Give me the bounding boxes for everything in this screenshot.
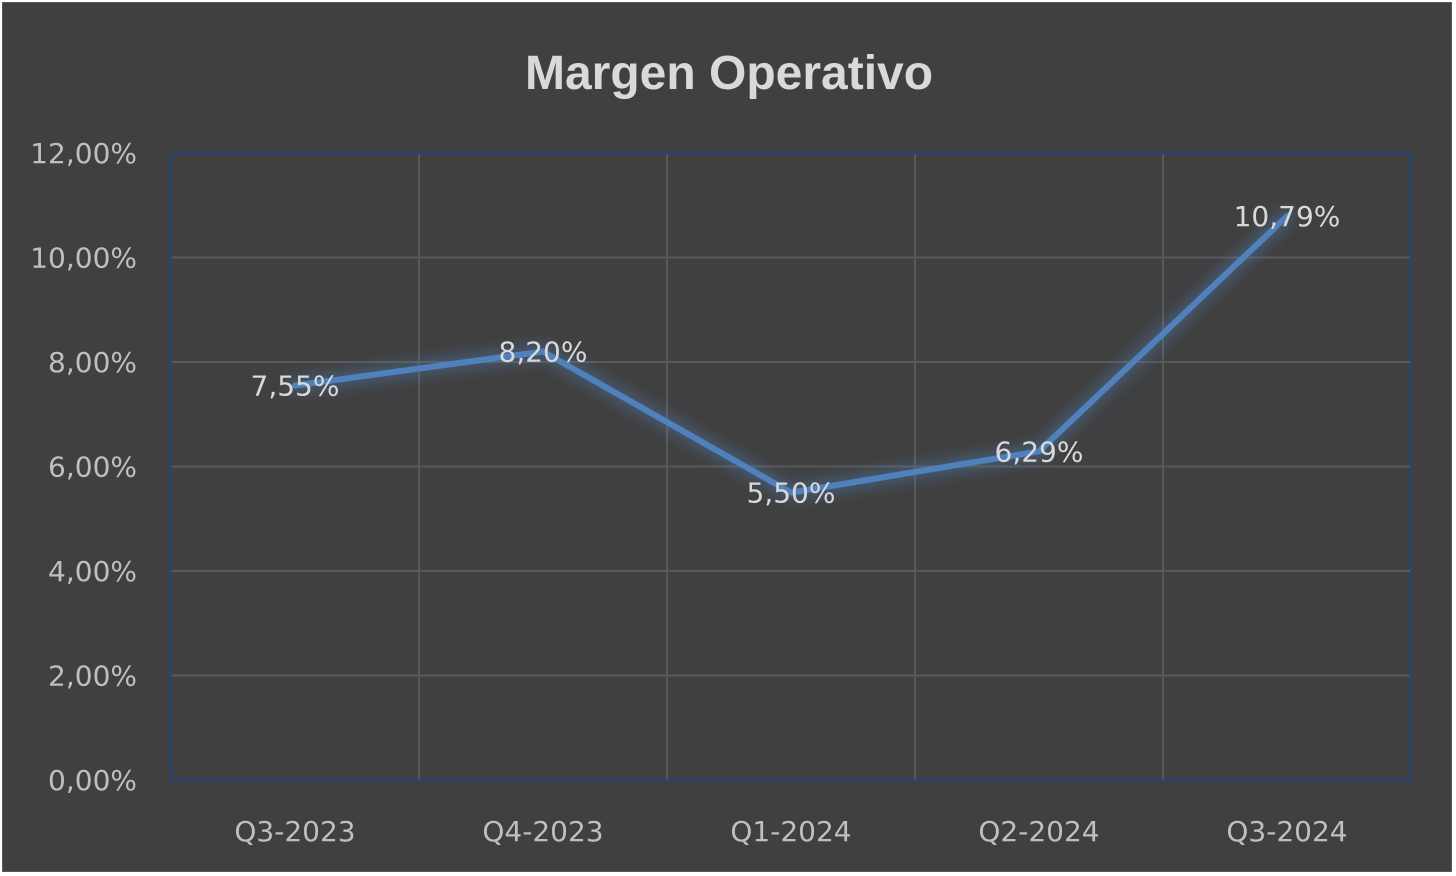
- x-tick-label: Q2-2024: [978, 815, 1099, 848]
- line-chart: Margen Operativo 0,00% 2,00% 4,00% 6,00% 8,0…: [30, 47, 1412, 848]
- y-axis: 0,00% 2,00% 4,00% 6,00% 8,00% 10,00% 12,00%: [30, 137, 137, 797]
- y-tick-label: 4,00%: [48, 555, 137, 588]
- y-tick-label: 2,00%: [48, 660, 137, 693]
- data-label: 5,50%: [747, 477, 836, 510]
- x-tick-label: Q4-2023: [482, 815, 603, 848]
- y-tick-label: 6,00%: [48, 451, 137, 484]
- data-label: 6,29%: [995, 435, 1084, 468]
- data-label: 8,20%: [499, 336, 588, 369]
- x-tick-label: Q1-2024: [730, 815, 851, 848]
- series-group: [288, 209, 1294, 500]
- data-point: [1036, 448, 1042, 455]
- x-tick-label: Q3-2023: [234, 815, 355, 848]
- x-tick-label: Q3-2024: [1226, 815, 1347, 848]
- data-labels: 7,55% 8,20% 5,50% 6,29% 10,79%: [251, 200, 1341, 509]
- x-axis: Q3-2023 Q4-2023 Q1-2024 Q2-2024 Q3-2024: [234, 815, 1347, 848]
- y-tick-label: 12,00%: [30, 137, 137, 170]
- data-point: [1284, 213, 1290, 220]
- gridlines: [171, 152, 1411, 780]
- data-point: [540, 348, 546, 355]
- y-tick-label: 8,00%: [48, 346, 137, 379]
- data-label: 7,55%: [251, 370, 340, 403]
- data-label: 10,79%: [1234, 200, 1341, 233]
- y-tick-label: 10,00%: [30, 242, 137, 275]
- data-point: [788, 489, 794, 496]
- y-tick-label: 0,00%: [48, 764, 137, 797]
- plot-area-border: [170, 152, 1412, 781]
- chart-title: Margen Operativo: [525, 47, 933, 100]
- data-point: [292, 382, 298, 389]
